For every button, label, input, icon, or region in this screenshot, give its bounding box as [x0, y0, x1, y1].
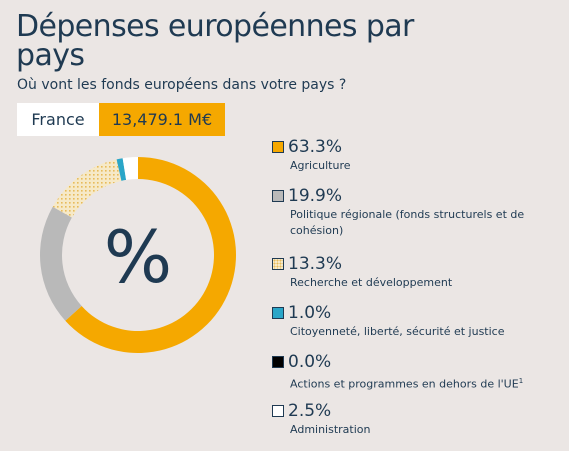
legend-percent: 13.3%	[288, 254, 343, 274]
legend-swatch-research	[272, 258, 284, 270]
legend-row: 1.0%	[272, 302, 550, 324]
legend-label-text: Actions et programmes en dehors de l'UE	[290, 377, 519, 391]
legend-label-text: Administration	[290, 423, 371, 436]
page-title: Dépenses européennes par pays	[16, 9, 414, 73]
legend-label-text: Recherche et développement	[290, 276, 453, 289]
legend-row: 0.0%	[272, 351, 550, 373]
legend-swatch-outside-eu	[272, 356, 284, 368]
legend-item-research: 13.3% Recherche et développement	[272, 253, 550, 291]
amount-badge: 13,479.1 M€	[99, 103, 225, 136]
legend-item-outside-eu: 0.0% Actions et programmes en dehors de l…	[272, 351, 550, 393]
legend-label-text: Politique régionale (fonds structurels e…	[290, 208, 525, 237]
legend-label: Politique régionale (fonds structurels e…	[290, 207, 550, 239]
legend-percent: 63.3%	[288, 137, 343, 157]
legend-row: 19.9%	[272, 185, 550, 207]
subtitle: Où vont les fonds européens dans votre p…	[17, 77, 347, 93]
legend-label: Actions et programmes en dehors de l'UE1	[290, 373, 550, 393]
country-select[interactable]: France	[17, 103, 99, 136]
legend-item-regional: 19.9% Politique régionale (fonds structur…	[272, 185, 550, 239]
legend-label: Recherche et développement	[290, 275, 550, 291]
legend-row: 13.3%	[272, 253, 550, 275]
donut-slice-research	[52, 159, 122, 218]
legend-label-text: Citoyenneté, liberté, sécurité et justic…	[290, 325, 505, 338]
donut-slices	[40, 157, 236, 353]
legend-label: Citoyenneté, liberté, sécurité et justic…	[290, 324, 550, 340]
legend-footnote-marker: 1	[518, 377, 524, 385]
donut-chart: %	[40, 157, 236, 353]
legend-swatch-administration	[272, 405, 284, 417]
legend-row: 63.3%	[272, 136, 550, 158]
legend-swatch-agriculture	[272, 141, 284, 153]
legend-item-citizenship: 1.0% Citoyenneté, liberté, sécurité et ju…	[272, 302, 550, 340]
donut-slice-administration	[122, 157, 138, 180]
center-percent-symbol: %	[104, 215, 172, 299]
legend-percent: 19.9%	[288, 186, 343, 206]
legend-row: 2.5%	[272, 400, 550, 422]
legend-percent: 1.0%	[288, 303, 332, 323]
legend-item-administration: 2.5% Administration	[272, 400, 550, 438]
legend-label: Administration	[290, 422, 550, 438]
legend-percent: 2.5%	[288, 401, 332, 421]
legend-label-text: Agriculture	[290, 159, 351, 172]
legend-swatch-citizenship	[272, 307, 284, 319]
legend-item-agriculture: 63.3% Agriculture	[272, 136, 550, 174]
donut-slice-agriculture	[65, 157, 236, 353]
legend-label: Agriculture	[290, 158, 550, 174]
donut-slice-citizenship	[116, 158, 127, 181]
legend-percent: 0.0%	[288, 352, 332, 372]
legend-swatch-regional	[272, 190, 284, 202]
donut-slice-regional	[40, 206, 82, 321]
